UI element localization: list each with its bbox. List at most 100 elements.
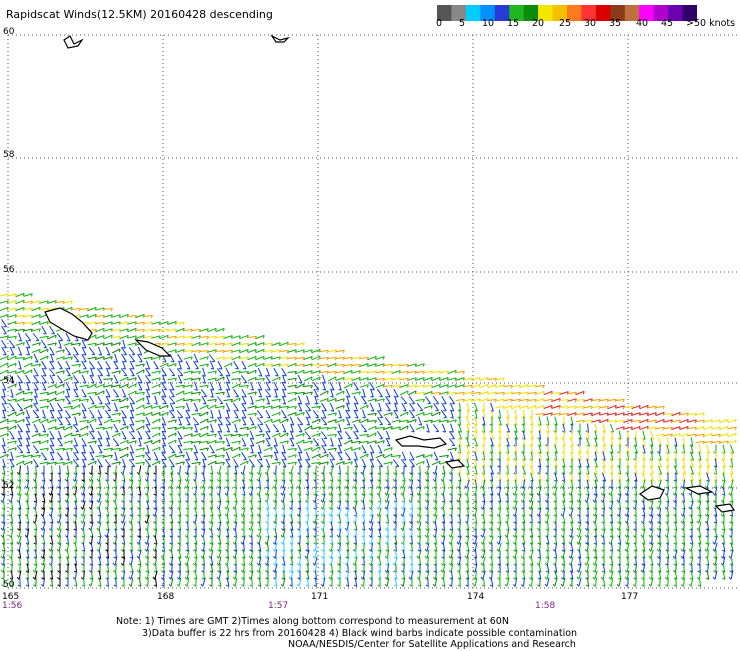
wind-barb-tick [67, 341, 70, 342]
wind-barb [288, 363, 296, 366]
wind-barb [345, 431, 350, 438]
wind-barb-tick [625, 514, 627, 516]
wind-barb [280, 364, 289, 366]
wind-barb [192, 329, 201, 330]
wind-barb-tick [337, 535, 339, 537]
wind-barb-tick [424, 461, 425, 464]
wind-barb [130, 361, 134, 369]
wind-barb [240, 461, 248, 465]
wind-barb [129, 354, 134, 361]
wind-barb [544, 399, 553, 401]
wind-barb [312, 377, 320, 381]
wind-barb-tick [345, 528, 347, 530]
wind-barb-tick [115, 383, 118, 384]
wind-barb [321, 417, 326, 424]
wind-barb-tick [137, 542, 139, 544]
wind-barb [64, 357, 73, 359]
wind-barb [384, 462, 393, 464]
wind-barb [136, 405, 144, 409]
wind-barb [400, 378, 409, 380]
wind-barb [568, 392, 577, 394]
wind-barb-tick [569, 493, 571, 495]
wind-barb [384, 454, 392, 458]
wind-barb [144, 315, 153, 316]
wind-barb [272, 399, 281, 401]
wind-barb [640, 405, 648, 408]
wind-barb [208, 343, 217, 345]
wind-barb-tick [256, 370, 257, 373]
wind-barb [361, 396, 366, 403]
wind-barb [712, 420, 721, 422]
wind-barb-tick [601, 535, 603, 537]
wind-barb [154, 361, 159, 369]
wind-barb-tick [97, 542, 99, 544]
wind-barb-tick [320, 454, 321, 457]
wind-barb [720, 441, 729, 443]
wind-barb-tick [625, 535, 627, 537]
wind-barb [608, 420, 617, 421]
wind-barb [552, 406, 561, 409]
wind-barb [89, 347, 95, 354]
wind-barb [344, 427, 353, 429]
wind-barb [442, 396, 447, 404]
wind-barb [564, 417, 565, 426]
wind-barb-tick [83, 383, 86, 384]
wind-barb-tick [83, 348, 86, 349]
wind-barb [64, 433, 72, 437]
wind-barb [129, 396, 134, 403]
wind-barb-tick [617, 500, 619, 502]
wind-barb [240, 385, 249, 386]
wind-barb-tick [51, 446, 54, 447]
wind-barb [122, 431, 126, 439]
wind-barb-tick [81, 528, 83, 530]
wind-barb [688, 414, 697, 415]
wind-barb [115, 452, 117, 461]
wind-barb [136, 398, 144, 402]
wind-barb [728, 427, 737, 429]
wind-barb-tick [321, 500, 323, 502]
wind-barb [297, 417, 302, 424]
wind-barb [80, 433, 88, 437]
wind-barb [24, 461, 32, 465]
wind-barb-tick [163, 397, 166, 398]
wind-barb [160, 329, 169, 331]
wind-barb-tick [240, 398, 241, 401]
wind-barb [32, 350, 40, 353]
wind-barb [8, 441, 17, 443]
wind-barb [8, 336, 17, 337]
wind-barb [72, 405, 80, 409]
wind-barb [328, 350, 337, 352]
wind-barb [96, 384, 104, 387]
wind-barb [728, 440, 736, 443]
wind-barb [170, 403, 174, 411]
wind-barb [34, 403, 39, 410]
wind-barb [216, 392, 225, 394]
wind-barb [48, 335, 56, 339]
wind-barb [363, 410, 366, 418]
wind-barb [408, 391, 416, 395]
wind-barb [408, 420, 416, 423]
wind-barb [256, 434, 265, 436]
wind-barb [121, 369, 127, 376]
wind-barb [320, 391, 328, 395]
wind-barb [168, 454, 176, 458]
wind-barb [120, 398, 128, 402]
wind-barb [432, 412, 440, 416]
wind-barb [360, 357, 369, 358]
wind-barb [544, 406, 552, 409]
wind-barb [336, 371, 345, 373]
wind-barb [632, 420, 641, 421]
wind-barb [416, 461, 424, 464]
wind-barb [59, 431, 62, 439]
wind-barb-tick [81, 507, 83, 509]
wind-barb [184, 449, 193, 450]
wind-barb [136, 322, 145, 323]
wind-barb [536, 406, 544, 409]
wind-barb [336, 350, 345, 351]
wind-barb [361, 424, 366, 431]
wind-barb [152, 322, 161, 324]
wind-barb [74, 347, 79, 355]
wind-barb [488, 379, 497, 380]
wind-barb [40, 301, 49, 303]
wind-barb [241, 375, 246, 382]
